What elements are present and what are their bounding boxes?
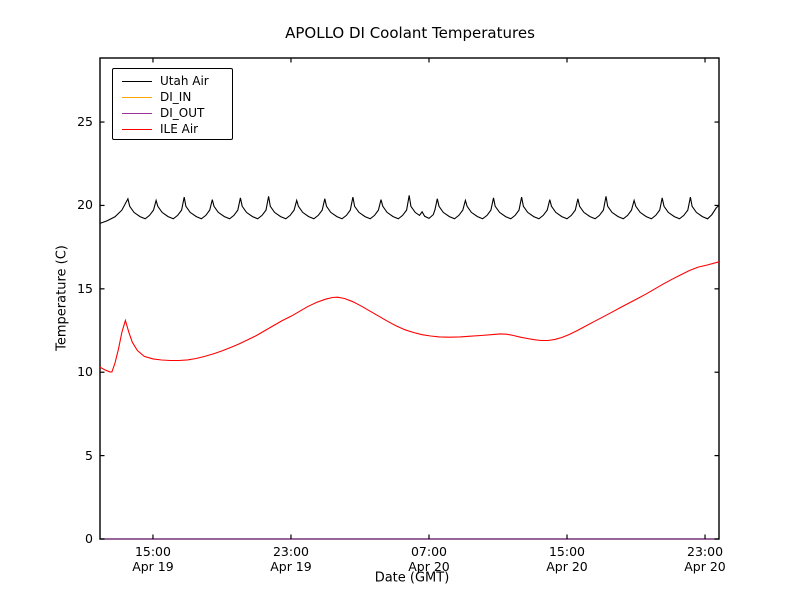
x-tick-label: 15:00 Apr 20: [546, 544, 588, 574]
y-tick-label: 25: [77, 114, 93, 130]
legend-item-di-out: DI_OUT: [113, 105, 232, 121]
y-tick-label: 15: [77, 280, 93, 296]
x-axis-label: Date (GMT): [374, 570, 450, 586]
y-tick-label: 5: [85, 447, 93, 463]
legend-line-swatch: [122, 81, 152, 82]
legend-label: ILE Air: [160, 122, 199, 136]
series-line-utah-air: [99, 195, 720, 224]
y-tick-label: 20: [77, 197, 93, 213]
x-tick-label: 23:00 Apr 20: [684, 544, 726, 574]
y-tick-label: 10: [77, 364, 93, 380]
legend-item-di-in: DI_IN: [113, 89, 232, 105]
legend-item-utah-air: Utah Air: [113, 73, 232, 89]
x-tick-label: 23:00 Apr 19: [270, 544, 312, 574]
series-line-ile-air: [99, 261, 720, 373]
legend-line-swatch: [122, 129, 152, 130]
chart-title: APOLLO DI Coolant Temperatures: [285, 24, 535, 42]
x-tick-label: 15:00 Apr 19: [132, 544, 174, 574]
legend-label: DI_IN: [160, 90, 192, 104]
y-tick-label: 0: [85, 531, 93, 546]
legend: Utah Air DI_IN DI_OUT ILE Air: [112, 68, 233, 140]
legend-line-swatch: [122, 113, 152, 114]
x-tick-label: 07:00 Apr 20: [408, 544, 450, 574]
legend-label: DI_OUT: [160, 106, 205, 120]
y-axis-label: Temperature (C): [54, 245, 70, 351]
legend-label: Utah Air: [160, 74, 209, 88]
legend-item-ile-air: ILE Air: [113, 121, 232, 137]
legend-line-swatch: [122, 97, 152, 98]
